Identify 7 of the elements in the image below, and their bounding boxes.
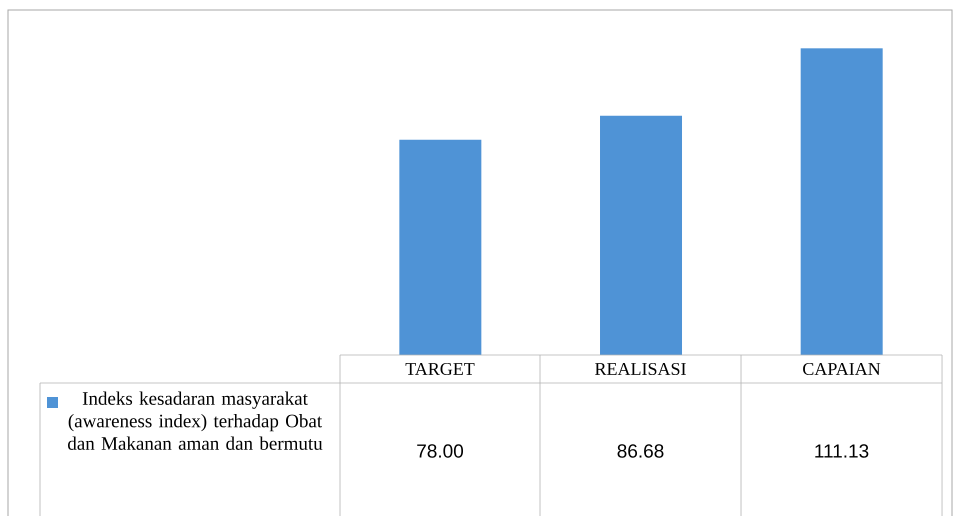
x-tick-label: REALISASI <box>595 362 686 376</box>
data-label: 78.00 <box>417 444 464 458</box>
data-label: 86.68 <box>618 444 664 458</box>
x-tick-label: CAPAIAN <box>803 362 880 376</box>
x-tick-label: TARGET <box>406 362 474 376</box>
legend-label: Indeks kesadaran masyarakat (awareness index) terhadap Obat dan Makanan aman dan bermutu <box>68 392 322 450</box>
data-label: 111.13 <box>815 444 868 458</box>
